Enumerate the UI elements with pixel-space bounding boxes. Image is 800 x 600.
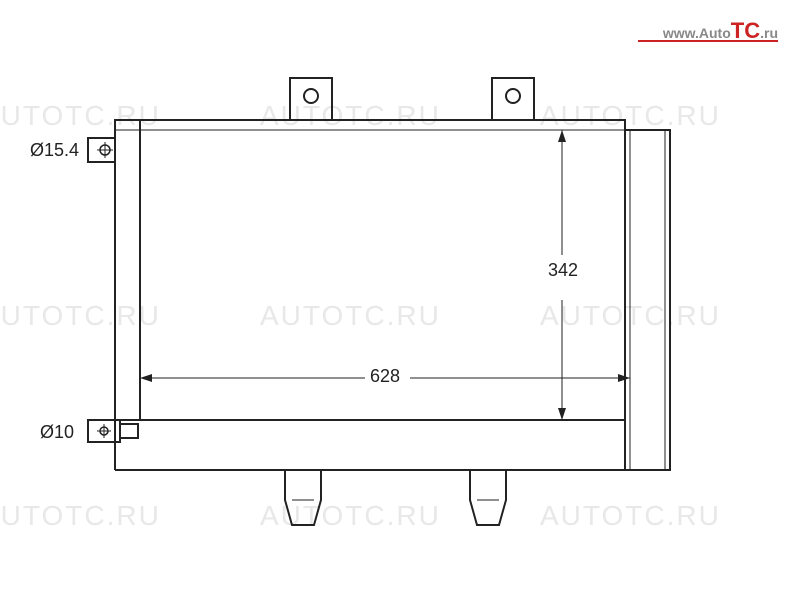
right-panel: [625, 130, 670, 470]
dimension-width-value: 628: [370, 366, 400, 387]
bottom-tab: [285, 470, 321, 525]
technical-drawing: [0, 0, 800, 600]
port-diameter-top: Ø15.4: [30, 140, 79, 161]
logo-prefix: www.Auto: [663, 25, 731, 41]
top-tab: [290, 78, 332, 120]
top-tab: [492, 78, 534, 120]
port-top-left: [88, 138, 115, 162]
logo-suffix: .ru: [760, 25, 778, 41]
dimension-height-value: 342: [548, 260, 578, 281]
port-diameter-bottom: Ø10: [40, 422, 74, 443]
logo-underline: [638, 40, 778, 42]
bottom-tab: [470, 470, 506, 525]
